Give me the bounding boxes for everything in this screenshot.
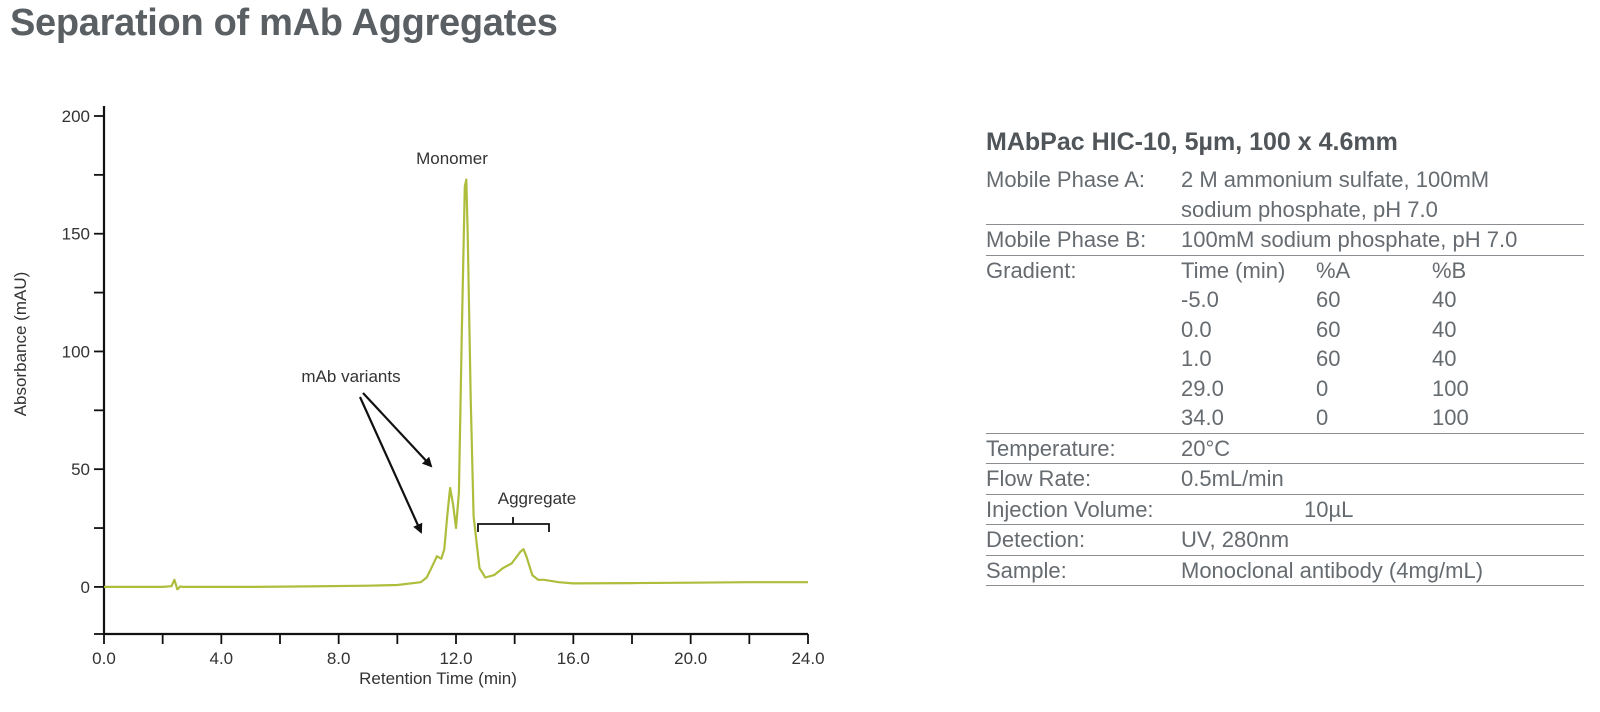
x-tick-label: 24.0 — [791, 649, 824, 668]
variant-arrow-upper — [362, 392, 433, 468]
injection-volume-value: 10µL — [1304, 496, 1354, 522]
gradient-percent-b: 40 — [1432, 287, 1457, 312]
flow-rate-row: Flow Rate: 0.5mL/min — [986, 464, 1584, 495]
mobile-phase-b-row: Mobile Phase B: 100mM sodium phosphate, … — [986, 225, 1584, 256]
gradient-percent-a: 60 — [1316, 287, 1341, 312]
mobile-phase-a-label: Mobile Phase A: — [986, 167, 1145, 192]
gradient-table-row: 0.0 60 40 — [986, 315, 1584, 345]
gradient-table-row: 29.0 0 100 — [986, 374, 1584, 404]
gradient-percent-b: 100 — [1432, 405, 1469, 430]
gradient-percent-a: 60 — [1316, 346, 1341, 371]
mobile-phase-b-value: 100mM sodium phosphate, pH 7.0 — [1181, 227, 1518, 252]
flow-rate-value: 0.5mL/min — [1181, 466, 1284, 491]
y-axis-label: Absorbance (mAU) — [11, 272, 30, 417]
gradient-label: Gradient: — [986, 257, 1077, 283]
gradient-table-row: 1.0 60 40 — [986, 344, 1584, 374]
x-tick-label: 20.0 — [674, 649, 707, 668]
chromatogram-chart: 0 50 100 150 200 0.0 4.0 8.0 12.0 16.0 20.0 24.0 Ab… — [11, 106, 825, 688]
gradient-percent-b: 40 — [1432, 346, 1457, 371]
page-title: Separation of mAb Aggregates — [10, 2, 558, 44]
gradient-header: Time (min) %A %B — [986, 256, 1584, 286]
series-line — [104, 178, 808, 591]
sample-label: Sample: — [986, 557, 1067, 583]
temperature-label: Temperature: — [986, 435, 1116, 461]
gradient-row: Gradient: Time (min) %A %B -5.0 60 40 0.… — [986, 256, 1584, 434]
y-tick-label: 100 — [62, 342, 90, 361]
gradient-header-time: Time (min) — [1181, 257, 1286, 283]
gradient-table-row: -5.0 60 40 — [986, 285, 1584, 315]
sample-row: Sample: Monoclonal antibody (4mg/mL) — [986, 556, 1584, 586]
y-tick-label: 50 — [71, 460, 90, 479]
x-tick-label: 12.0 — [439, 649, 472, 668]
variant-arrow-lower — [358, 396, 423, 534]
gradient-header-a: %A — [1316, 257, 1351, 283]
column-title: MAbPac HIC-10, 5µm, 100 x 4.6mm — [986, 128, 1398, 156]
injection-volume-row: Injection Volume: 10µL — [986, 495, 1584, 525]
x-axis-label: Retention Time (min) — [359, 669, 517, 688]
gradient-percent-a: 0 — [1316, 405, 1329, 430]
annotation-mab-variants: mAb variants — [301, 367, 400, 386]
flow-rate-label: Flow Rate: — [986, 466, 1092, 491]
x-tick-label: 0.0 — [92, 649, 116, 668]
gradient-percent-b: 40 — [1432, 316, 1457, 342]
gradient-time: 34.0 — [1181, 405, 1224, 430]
gradient-time: -5.0 — [1181, 287, 1219, 312]
y-tick-label: 0 — [81, 578, 90, 597]
gradient-time: 1.0 — [1181, 346, 1212, 371]
gradient-header-b: %B — [1432, 257, 1467, 283]
mobile-phase-a-row-cont: sodium phosphate, pH 7.0 — [986, 195, 1584, 225]
mobile-phase-a-value-line2: sodium phosphate, pH 7.0 — [1181, 196, 1438, 222]
gradient-time: 0.0 — [1181, 316, 1212, 342]
y-tick-label: 200 — [62, 107, 90, 126]
temperature-value: 20°C — [1181, 435, 1231, 461]
x-tick-label: 16.0 — [557, 649, 590, 668]
x-tick-label: 4.0 — [210, 649, 234, 668]
gradient-table-row: 34.0 0 100 — [986, 403, 1584, 433]
injection-volume-label: Injection Volume: — [986, 496, 1154, 522]
aggregate-bracket — [477, 517, 550, 532]
gradient-percent-a: 60 — [1316, 316, 1341, 342]
detection-value: UV, 280nm — [1181, 527, 1290, 552]
mobile-phase-a-row: Mobile Phase A: 2 M ammonium sulfate, 10… — [986, 165, 1584, 195]
method-conditions-panel: MAbPac HIC-10, 5µm, 100 x 4.6mm Mobile P… — [986, 128, 1586, 586]
annotation-monomer: Monomer — [416, 149, 488, 168]
mobile-phase-b-label: Mobile Phase B: — [986, 227, 1147, 252]
y-tick-label: 150 — [62, 225, 90, 244]
mobile-phase-a-value-line1: 2 M ammonium sulfate, 100mM — [1181, 167, 1490, 192]
gradient-percent-b: 100 — [1432, 375, 1469, 401]
detection-row: Detection: UV, 280nm — [986, 525, 1584, 556]
gradient-percent-a: 0 — [1316, 375, 1329, 401]
detection-label: Detection: — [986, 527, 1086, 552]
sample-value: Monoclonal antibody (4mg/mL) — [1181, 557, 1484, 583]
temperature-row: Temperature: 20°C — [986, 434, 1584, 464]
gradient-time: 29.0 — [1181, 375, 1224, 401]
annotation-aggregate: Aggregate — [498, 489, 576, 508]
x-tick-label: 8.0 — [327, 649, 351, 668]
axes: 0 50 100 150 200 0.0 4.0 8.0 12.0 16.0 20.0 24.0 — [62, 106, 825, 668]
